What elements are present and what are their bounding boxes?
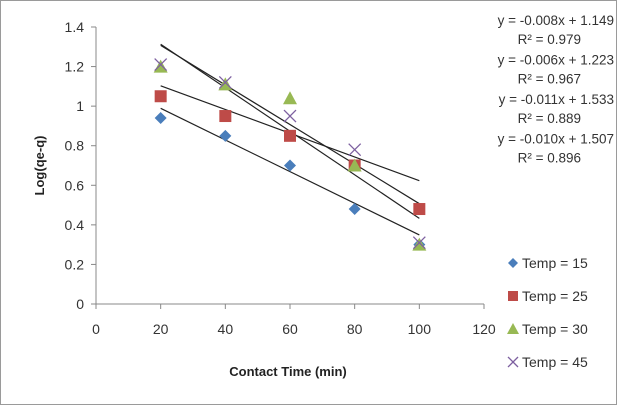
y-tick-label: 0 xyxy=(76,296,84,312)
point-x xyxy=(218,75,232,89)
point-diamond xyxy=(284,159,296,172)
series-temp-25 xyxy=(154,90,426,216)
trendline xyxy=(160,107,420,236)
trend-equation: y = -0.010x + 1.507 xyxy=(498,132,614,147)
point-x xyxy=(412,236,426,250)
point-x-stroke xyxy=(507,356,519,368)
point-x-stroke xyxy=(218,75,232,89)
trendline xyxy=(160,44,420,205)
equation-annotations: y = -0.008x + 1.149 R² = 0.979 y = -0.006x… xyxy=(498,13,614,166)
point-square xyxy=(413,203,426,216)
legend-item: Temp = 15 xyxy=(508,255,588,271)
legend-item: Temp = 45 xyxy=(507,354,588,370)
point-x xyxy=(507,356,519,368)
y-axis-title: Log(qe-q) xyxy=(32,136,47,196)
point-triangle xyxy=(218,77,233,91)
trend-r-squared: R² = 0.967 xyxy=(518,72,581,87)
point-square xyxy=(284,129,296,142)
trend-equation: y = -0.011x + 1.533 xyxy=(499,92,614,107)
trend-equation: y = -0.008x + 1.149 xyxy=(498,13,614,28)
y-tick-label: 0.8 xyxy=(65,138,85,154)
legend-label: Temp = 15 xyxy=(522,255,588,271)
point-diamond xyxy=(508,258,518,268)
point-triangle xyxy=(283,91,297,105)
legend-item: Temp = 25 xyxy=(508,288,588,304)
point-diamond xyxy=(348,203,361,216)
x-tick-label: 120 xyxy=(472,321,496,337)
point-x xyxy=(154,58,168,72)
axes: 0 0.2 0.4 0.6 0.8 1 1.2 1.4 0 20 40 60 80 100 120 xyxy=(65,19,496,337)
trend-r-squared: R² = 0.979 xyxy=(518,32,581,47)
y-tick-label: 0.2 xyxy=(65,256,85,272)
point-triangle xyxy=(412,237,427,251)
y-tick-label: 0.6 xyxy=(65,177,85,193)
point-x-stroke xyxy=(154,58,168,72)
point-diamond xyxy=(154,112,167,125)
point-square xyxy=(219,110,232,123)
point-x-stroke xyxy=(348,143,362,157)
point-triangle xyxy=(347,158,362,172)
y-tick-label: 1.4 xyxy=(65,19,85,35)
legend-item: Temp = 30 xyxy=(507,321,588,337)
point-x xyxy=(283,109,297,123)
x-axis-title: Contact Time (min) xyxy=(229,364,347,379)
point-triangle xyxy=(507,323,519,334)
trend-r-squared: R² = 0.896 xyxy=(518,151,581,166)
point-x xyxy=(348,143,362,157)
series-temp-45 xyxy=(154,58,426,250)
series-temp-30 xyxy=(153,59,427,251)
legend-label: Temp = 45 xyxy=(522,354,588,370)
legend-label: Temp = 25 xyxy=(522,288,588,304)
y-tick-label: 1.2 xyxy=(65,59,85,75)
x-tick-label: 0 xyxy=(92,321,100,337)
data-points xyxy=(153,58,427,251)
x-tick-label: 80 xyxy=(347,321,363,337)
legend: Temp = 15 Temp = 25 Temp = 30 Temp = 45 xyxy=(507,255,588,370)
trend-r-squared: R² = 0.889 xyxy=(518,111,581,126)
point-diamond xyxy=(219,129,232,142)
x-tick-label: 20 xyxy=(153,321,169,337)
x-tick-label: 40 xyxy=(218,321,234,337)
trend-equation: y = -0.006x + 1.223 xyxy=(498,53,614,68)
point-square xyxy=(508,291,518,301)
legend-label: Temp = 30 xyxy=(522,321,588,337)
point-square xyxy=(154,90,167,103)
x-tick-label: 100 xyxy=(408,321,432,337)
point-x-stroke xyxy=(412,236,426,250)
x-tick-label: 60 xyxy=(282,321,298,337)
y-tick-label: 0.4 xyxy=(65,217,85,233)
y-tick-label: 1 xyxy=(76,98,84,114)
point-x-stroke xyxy=(283,109,297,123)
point-triangle xyxy=(153,59,168,73)
